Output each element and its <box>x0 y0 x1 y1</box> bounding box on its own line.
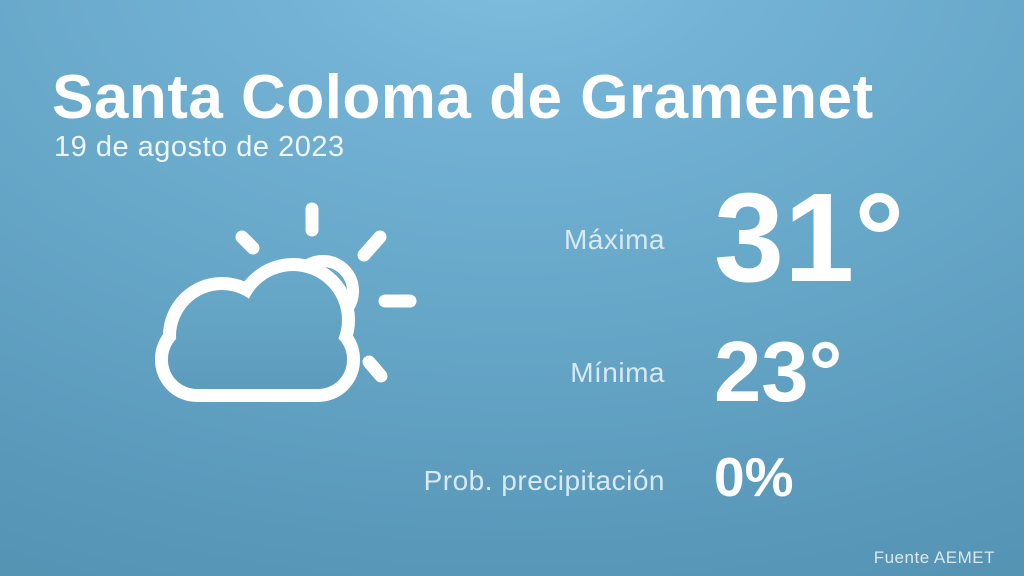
max-temp-value: 31° <box>714 167 905 308</box>
min-temp-label: Mínima <box>570 357 665 388</box>
min-temp-value: 23° <box>714 325 843 420</box>
page-title: Santa Coloma de Gramenet <box>52 63 874 132</box>
precipitation-probability-value: 0% <box>714 446 794 508</box>
forecast-date: 19 de agosto de 2023 <box>54 131 345 163</box>
cloud-body <box>168 271 347 389</box>
sun-behind-cloud-icon <box>155 202 417 402</box>
sun-rays <box>235 202 417 383</box>
data-source-credit: Fuente AEMET <box>873 548 995 567</box>
precipitation-probability-label: Prob. precipitación <box>423 465 665 496</box>
max-temp-label: Máxima <box>563 224 665 255</box>
